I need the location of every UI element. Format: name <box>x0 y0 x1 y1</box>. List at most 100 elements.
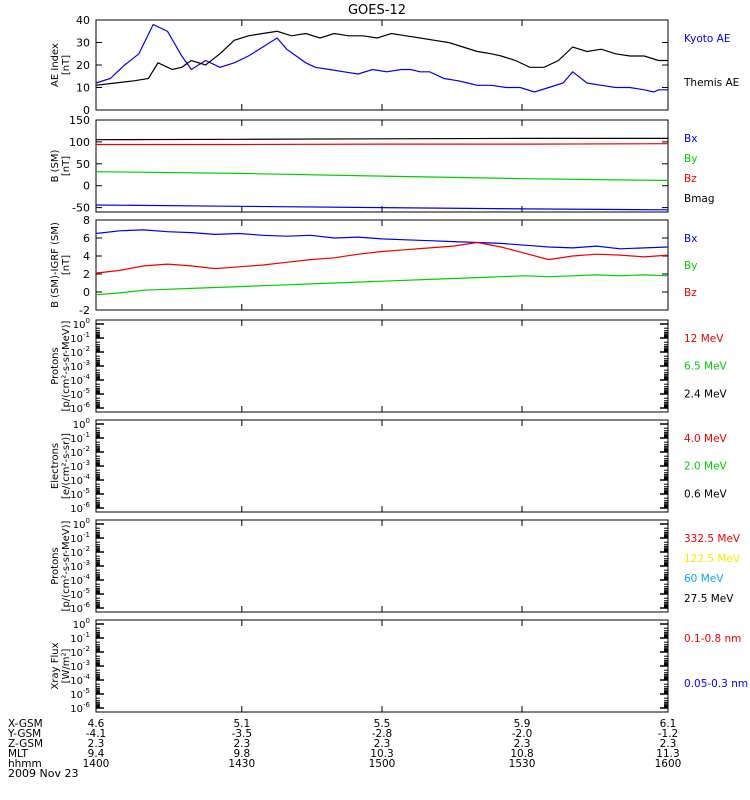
y-tick-exponent: -2 <box>83 445 90 453</box>
x-table-value: 9.4 <box>88 748 105 760</box>
panel-frame <box>95 119 669 213</box>
y-axis-label-line: [p/(cm²-s-sr-MeV)] <box>61 520 72 611</box>
x-table-value: 1430 <box>228 758 255 770</box>
y-tick-label: 10-5 <box>70 487 90 501</box>
y-tick-exponent: -5 <box>83 387 90 395</box>
series-line-bx <box>95 229 669 250</box>
y-tick-label: 0 <box>83 180 90 193</box>
panel-p1: 10010-110-210-310-410-510-6Protons[p/(cm… <box>50 317 728 415</box>
x-table-value: -2.0 <box>512 728 533 740</box>
legend-entry: Kyoto AE <box>684 33 730 45</box>
y-tick-label: -2 <box>79 304 90 317</box>
y-tick-label: 10-2 <box>70 345 90 359</box>
y-tick-label: 20 <box>76 59 90 72</box>
x-table-value: 2.3 <box>514 738 531 750</box>
y-axis-label-line: B (SM)-IGRF (SM) <box>50 222 61 308</box>
y-axis-label-line: Protons <box>50 547 61 584</box>
series-line-kyoto-ae <box>95 23 668 93</box>
y-tick-label: 10 <box>76 82 90 95</box>
x-table-value: 9.8 <box>233 748 250 760</box>
legend-entry: 60 MeV <box>684 573 724 585</box>
y-tick-label: 10-5 <box>70 587 90 601</box>
panel-frame <box>95 319 669 413</box>
x-row-label: hhmm <box>8 758 42 770</box>
legend-entry: Bmag <box>684 193 715 205</box>
x-table-value: 6.1 <box>660 718 677 730</box>
legend-entry: 332.5 MeV <box>684 533 741 545</box>
y-tick-label: 4 <box>83 250 90 263</box>
y-tick-label: 100 <box>73 617 90 631</box>
legend-entry: By <box>684 260 697 272</box>
x-row-label: MLT <box>8 748 28 760</box>
y-tick-label: 10-6 <box>70 401 90 415</box>
series-line-bz <box>95 241 669 274</box>
x-table-value: 11.3 <box>656 748 679 760</box>
series-line-bx <box>95 204 669 211</box>
y-tick-exponent: 0 <box>86 417 90 425</box>
y-axis-label-line: Protons <box>50 347 61 384</box>
x-row-label: Y-GSM <box>7 728 41 740</box>
legend-entry: 12 MeV <box>684 333 724 345</box>
y-tick-label: 40 <box>76 14 90 27</box>
legend-entry: 0.1-0.8 nm <box>684 633 741 645</box>
legend-entry: 2.0 MeV <box>684 461 728 473</box>
x-table-value: 5.9 <box>514 718 531 730</box>
x-table-value: -3.5 <box>232 728 253 740</box>
y-tick-label: 100 <box>73 317 90 331</box>
y-tick-label: 10-1 <box>70 631 90 645</box>
y-axis-label: Xray Flux[W/m²] <box>50 642 72 689</box>
y-tick-exponent: -5 <box>83 487 90 495</box>
panel-bsub: -2 0 2 4 6 8 B (SM)-IGRF (SM)[nT] Bx By Bz <box>50 214 697 317</box>
legend-entry: Bx <box>684 133 697 145</box>
x-table-value: 2.3 <box>660 738 677 750</box>
y-tick-label: 10-6 <box>70 501 90 515</box>
y-axis-label: B (SM)-IGRF (SM)[nT] <box>50 222 72 308</box>
y-tick-exponent: -4 <box>83 473 91 481</box>
x-table-value: 4.6 <box>88 718 105 730</box>
y-tick-exponent: 0 <box>86 317 90 325</box>
legend-entry: 0.6 MeV <box>684 488 728 500</box>
y-tick-label: 50 <box>76 158 90 171</box>
y-tick-exponent: 0 <box>86 617 90 625</box>
y-axis-label-line: [p/(cm²-s-sr-MeV)] <box>61 320 72 411</box>
legend-entry: Bz <box>684 287 697 299</box>
y-tick-exponent: -6 <box>83 501 91 509</box>
y-tick-label: 10-2 <box>70 645 90 659</box>
x-table-value: 2.3 <box>88 738 105 750</box>
y-tick-exponent: -4 <box>83 573 91 581</box>
y-tick-label: 10-3 <box>70 559 90 573</box>
y-tick-label: 10-3 <box>70 359 90 373</box>
y-axis-label: Protons[p/(cm²-s-sr-MeV)] <box>50 320 72 411</box>
y-axis-label-line: Electrons <box>50 443 61 489</box>
legend-entry: 4.0 MeV <box>684 433 728 445</box>
y-tick-exponent: -1 <box>83 531 90 539</box>
y-tick-exponent: -1 <box>83 331 90 339</box>
panel-bfield: -50 0 50 100 150 B (SM)[nT] Bx By Bz Bmag <box>50 114 715 215</box>
y-tick-exponent: 0 <box>86 517 90 525</box>
y-tick-exponent: -2 <box>83 645 90 653</box>
y-tick-exponent: -3 <box>83 359 90 367</box>
x-table-value: -4.1 <box>86 728 107 740</box>
y-tick-label: 6 <box>83 232 90 245</box>
legend-entry: By <box>684 153 697 165</box>
x-table-value: 1500 <box>369 758 396 770</box>
y-tick-label: 8 <box>83 214 90 227</box>
y-tick-exponent: -3 <box>83 459 90 467</box>
y-tick-label: 0 <box>83 286 90 299</box>
y-tick-label: 10-3 <box>70 659 90 673</box>
panel-frame <box>95 19 669 111</box>
y-axis-label-line: [e/(cm²-s-sr)] <box>61 433 72 499</box>
y-tick-label: 10-2 <box>70 545 90 559</box>
panel-frame <box>95 519 669 613</box>
date-label: 2009 Nov 23 <box>8 767 78 780</box>
series-line-by <box>95 171 669 182</box>
x-table-value: 2.3 <box>233 738 250 750</box>
y-tick-label: 150 <box>69 114 90 127</box>
y-axis-label-line: AE Index <box>50 43 61 87</box>
y-tick-label: 10-4 <box>70 573 90 587</box>
x-table-value: 1400 <box>83 758 110 770</box>
y-tick-label: 10-4 <box>70 673 90 687</box>
y-tick-label: 10-1 <box>70 531 90 545</box>
y-tick-exponent: -6 <box>83 401 91 409</box>
